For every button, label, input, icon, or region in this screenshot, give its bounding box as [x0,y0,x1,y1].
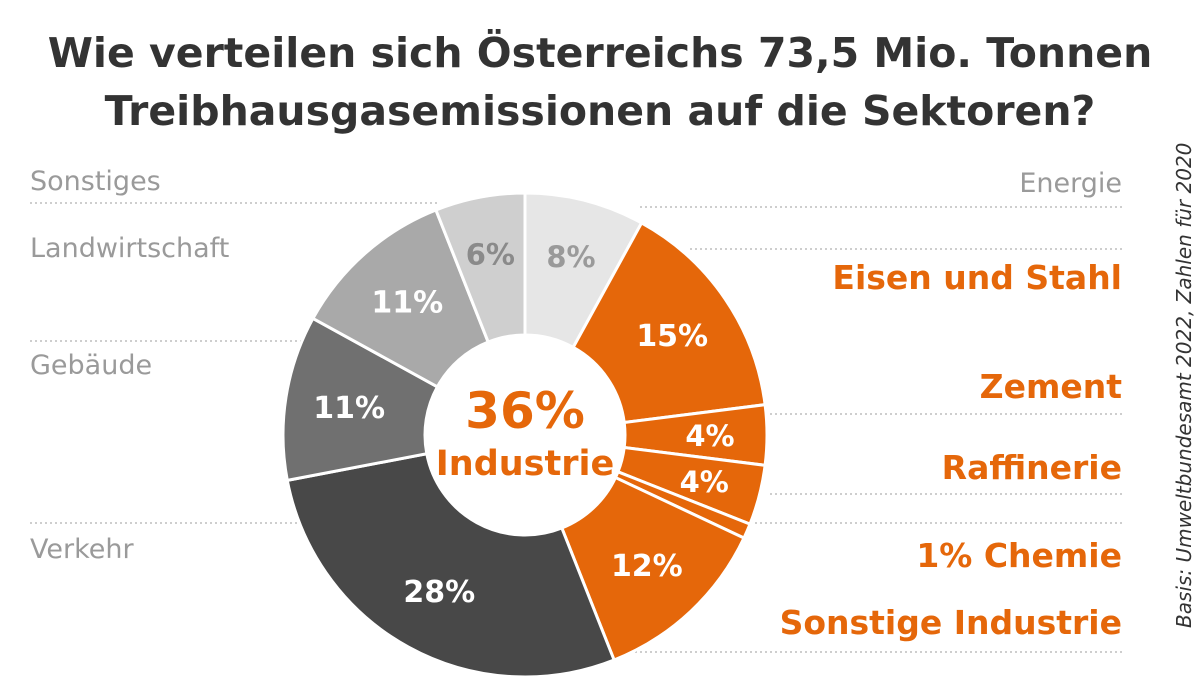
legend-label-zement: Zement [979,367,1122,406]
slice-label-sonstige-industrie: 12% [611,549,683,584]
slice-label-sonstiges: 6% [466,237,515,271]
slice-labels: 8% 15% 4% 4% 12% 28% 11% 11% 6% [313,237,734,610]
donut-hole [425,335,625,535]
legend-label-chemie: 1% Chemie [916,536,1122,575]
slice-label-eisen-und-stahl: 15% [636,319,708,354]
legend-label-eisen-und-stahl: Eisen und Stahl [832,258,1122,297]
center-label: Industrie [436,444,614,484]
chart-title-line-2: Treibhausgasemissionen auf die Sektoren? [104,87,1096,135]
legend-label-sonstiges: Sonstiges [30,166,161,197]
legend-label-sonstige-industrie: Sonstige Industrie [779,603,1122,642]
slice-label-landwirtschaft: 11% [371,285,443,320]
center-value: 36% [465,382,585,440]
slice-label-zement: 4% [685,419,734,453]
source-note: Basis: Umweltbundesamt 2022, Zahlen für … [1172,142,1196,628]
donut-center: 36% Industrie [425,335,625,535]
chart-title-line-1: Wie verteilen sich Österreichs 73,5 Mio.… [47,29,1153,77]
legend-label-raffinerie: Raffinerie [941,448,1122,487]
legend-label-verkehr: Verkehr [30,534,134,565]
legend-label-gebaeude: Gebäude [30,350,153,381]
legend-label-landwirtschaft: Landwirtschaft [30,233,230,264]
slice-label-gebaeude: 11% [313,391,385,426]
slice-label-raffinerie: 4% [680,465,729,499]
slice-label-verkehr: 28% [403,575,475,610]
separator-lines [30,202,1122,653]
slice-label-energie: 8% [546,240,595,274]
legend-label-energie: Energie [1019,168,1122,199]
